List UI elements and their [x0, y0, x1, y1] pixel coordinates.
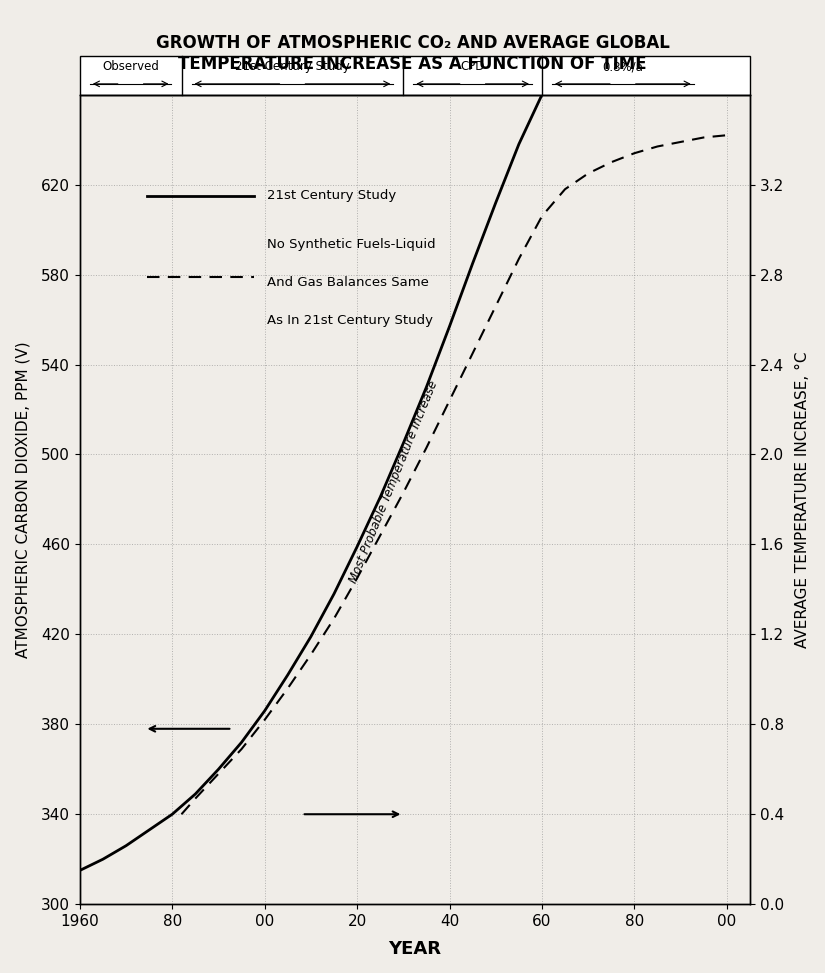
Text: No Synthetic Fuels-Liquid: No Synthetic Fuels-Liquid — [267, 238, 436, 251]
Text: 21st Century Study: 21st Century Study — [267, 190, 397, 202]
Y-axis label: AVERAGE TEMPERATURE INCREASE, °C: AVERAGE TEMPERATURE INCREASE, °C — [795, 351, 810, 648]
Text: GROWTH OF ATMOSPHERIC CO₂ AND AVERAGE GLOBAL
TEMPERATURE INCREASE AS A FUNCTION : GROWTH OF ATMOSPHERIC CO₂ AND AVERAGE GL… — [156, 34, 669, 73]
Text: As In 21st Century Study: As In 21st Century Study — [267, 314, 433, 327]
Text: 0.8%/a: 0.8%/a — [602, 60, 644, 73]
Text: Observed: Observed — [102, 60, 159, 73]
Text: And Gas Balances Same: And Gas Balances Same — [267, 276, 429, 289]
Text: CPD: CPD — [460, 60, 485, 73]
Bar — [80, 55, 750, 94]
Text: Most Probable Temperature Increase: Most Probable Temperature Increase — [347, 378, 441, 585]
Text: 21st Century Study: 21st Century Study — [235, 60, 350, 73]
Y-axis label: ATMOSPHERIC CARBON DIOXIDE, PPM (V): ATMOSPHERIC CARBON DIOXIDE, PPM (V) — [15, 342, 30, 658]
X-axis label: YEAR: YEAR — [389, 940, 441, 958]
